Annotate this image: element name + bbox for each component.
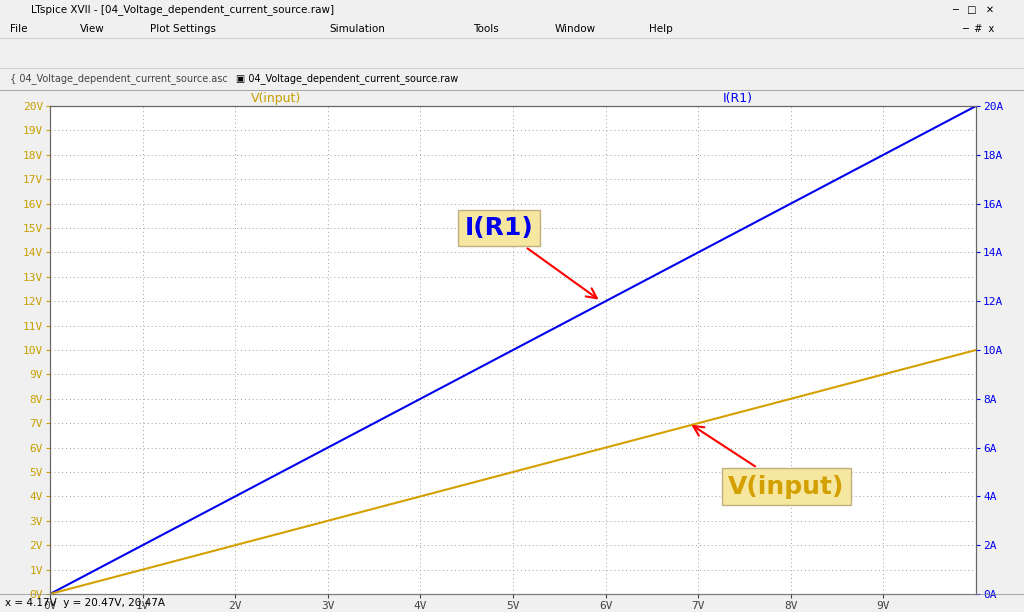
Text: x = 4.17V  y = 20.47V, 20.47A: x = 4.17V y = 20.47V, 20.47A xyxy=(5,598,165,608)
Text: View: View xyxy=(80,24,104,34)
Text: ▣ 04_Voltage_dependent_current_source.raw: ▣ 04_Voltage_dependent_current_source.ra… xyxy=(236,73,458,84)
Text: LTspice XVII - [04_Voltage_dependent_current_source.raw]: LTspice XVII - [04_Voltage_dependent_cur… xyxy=(31,4,334,15)
Text: Help: Help xyxy=(649,24,673,34)
Text: Window: Window xyxy=(555,24,596,34)
Text: Tools: Tools xyxy=(473,24,499,34)
Text: { 04_Voltage_dependent_current_source.asc: { 04_Voltage_dependent_current_source.as… xyxy=(10,73,228,84)
Text: ─  #  x: ─ # x xyxy=(963,24,994,34)
Text: I(R1): I(R1) xyxy=(722,92,753,105)
Text: I(R1): I(R1) xyxy=(465,216,597,298)
Text: V(input): V(input) xyxy=(693,426,845,499)
Text: Simulation: Simulation xyxy=(330,24,386,34)
Text: File: File xyxy=(10,24,28,34)
Text: ─   □   ✕: ─ □ ✕ xyxy=(952,5,994,15)
Text: V(input): V(input) xyxy=(251,92,302,105)
Text: Plot Settings: Plot Settings xyxy=(150,24,215,34)
